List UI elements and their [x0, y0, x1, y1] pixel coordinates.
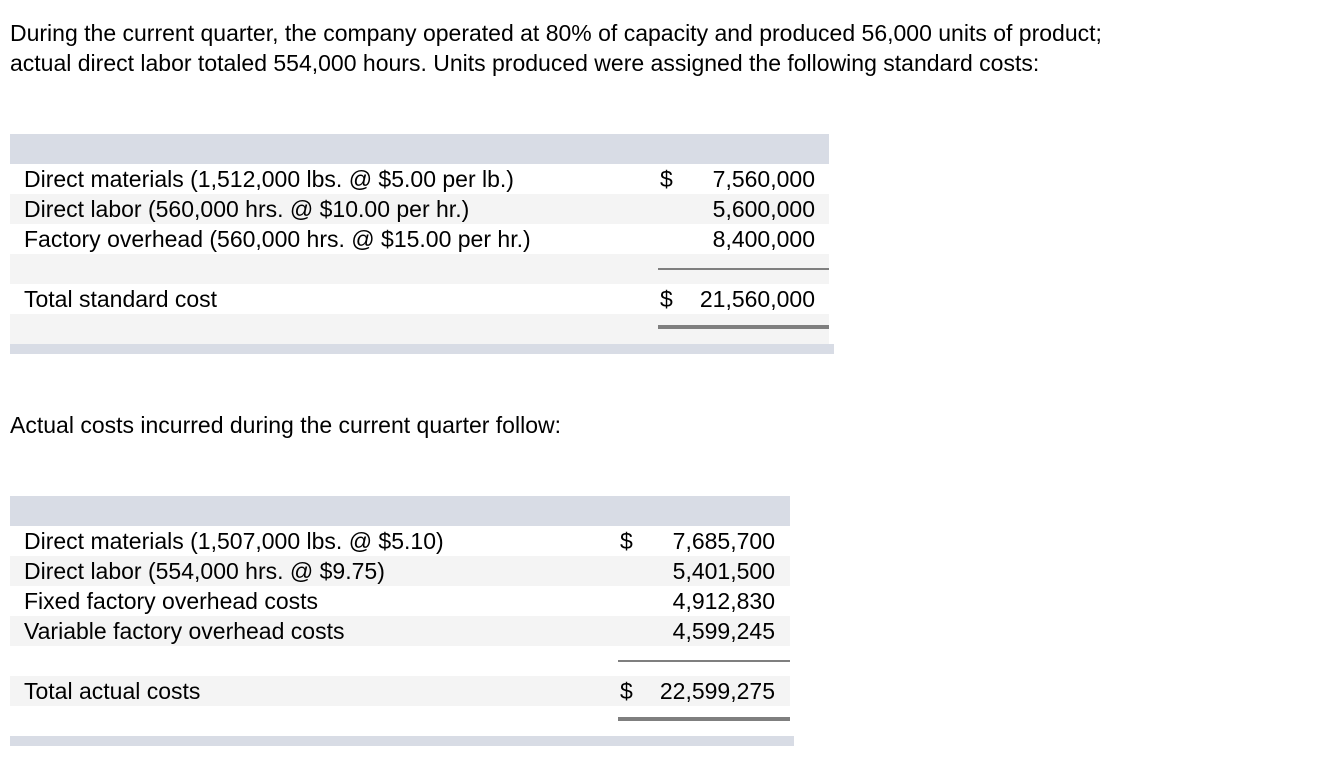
table-footer-band	[10, 736, 794, 746]
subtotal-rule	[618, 660, 790, 662]
subtotal-spacer-row	[10, 254, 829, 284]
total-label: Total actual costs	[24, 678, 201, 704]
table-row: Variable factory overhead costs 4,599,24…	[10, 616, 790, 646]
row-label: Variable factory overhead costs	[24, 618, 345, 644]
currency-symbol: $	[660, 286, 673, 312]
total-row: Total actual costs $ 22,599,275	[10, 676, 790, 706]
currency-symbol: $	[620, 678, 633, 704]
table-row: Direct labor (554,000 hrs. @ $9.75) 5,40…	[10, 556, 790, 586]
table-row: Direct labor (560,000 hrs. @ $10.00 per …	[10, 194, 829, 224]
total-row: Total standard cost $ 21,560,000	[10, 284, 829, 314]
subtotal-rule	[658, 268, 829, 270]
actual-costs-intro: Actual costs incurred during the current…	[10, 412, 561, 438]
row-label: Fixed factory overhead costs	[24, 588, 319, 614]
row-label: Factory overhead (560,000 hrs. @ $15.00 …	[24, 226, 531, 252]
intro-paragraph: During the current quarter, the company …	[10, 18, 1310, 78]
table-row: Fixed factory overhead costs 4,912,830	[10, 586, 790, 616]
total-spacer-row	[10, 314, 829, 344]
row-amount: 7,560,000	[712, 166, 815, 192]
table-row: Factory overhead (560,000 hrs. @ $15.00 …	[10, 224, 829, 254]
total-amount: 21,560,000	[699, 286, 815, 312]
total-label: Total standard cost	[24, 286, 218, 312]
row-amount: 5,401,500	[672, 558, 775, 584]
intro-line-1: During the current quarter, the company …	[10, 20, 1102, 46]
double-underline-rule	[618, 717, 790, 721]
intro-line-2: actual direct labor totaled 554,000 hour…	[10, 50, 1040, 76]
table-row: Direct materials (1,512,000 lbs. @ $5.00…	[10, 164, 829, 194]
row-amount: 4,912,830	[672, 588, 775, 614]
table-header-band	[10, 496, 790, 526]
table-row: Direct materials (1,507,000 lbs. @ $5.10…	[10, 526, 790, 556]
double-underline-rule	[658, 325, 829, 329]
currency-symbol: $	[620, 528, 633, 554]
row-amount: 4,599,245	[672, 618, 775, 644]
total-amount: 22,599,275	[659, 678, 775, 704]
subtotal-spacer-row	[10, 646, 790, 676]
row-amount: 7,685,700	[672, 528, 775, 554]
row-label: Direct labor (554,000 hrs. @ $9.75)	[24, 558, 385, 584]
actual-costs-table: Direct materials (1,507,000 lbs. @ $5.10…	[10, 496, 794, 746]
table-header-band	[10, 134, 829, 164]
table-footer-band	[10, 344, 834, 354]
row-amount: 5,600,000	[712, 196, 815, 222]
row-label: Direct materials (1,507,000 lbs. @ $5.10…	[24, 528, 444, 554]
total-spacer-row	[10, 706, 790, 736]
row-amount: 8,400,000	[712, 226, 815, 252]
row-label: Direct labor (560,000 hrs. @ $10.00 per …	[24, 196, 470, 222]
standard-costs-table: Direct materials (1,512,000 lbs. @ $5.00…	[10, 134, 834, 354]
currency-symbol: $	[660, 166, 673, 192]
row-label: Direct materials (1,512,000 lbs. @ $5.00…	[24, 166, 514, 192]
